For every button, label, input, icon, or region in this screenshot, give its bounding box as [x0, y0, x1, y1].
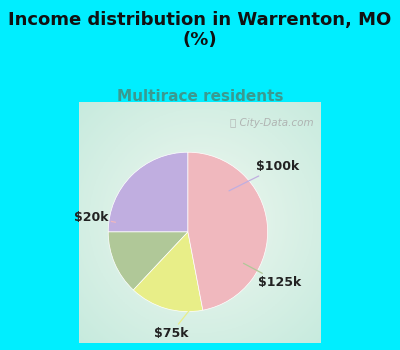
- Text: Income distribution in Warrenton, MO
(%): Income distribution in Warrenton, MO (%): [8, 10, 392, 49]
- Wedge shape: [108, 232, 188, 290]
- Wedge shape: [108, 152, 188, 232]
- Text: $100k: $100k: [229, 160, 299, 191]
- Text: $20k: $20k: [74, 211, 116, 224]
- Wedge shape: [133, 232, 203, 312]
- Text: $125k: $125k: [244, 263, 301, 289]
- Text: $75k: $75k: [154, 309, 190, 340]
- Text: Multirace residents: Multirace residents: [117, 89, 283, 104]
- Wedge shape: [188, 152, 268, 310]
- Text: Ⓢ City-Data.com: Ⓢ City-Data.com: [230, 118, 314, 128]
